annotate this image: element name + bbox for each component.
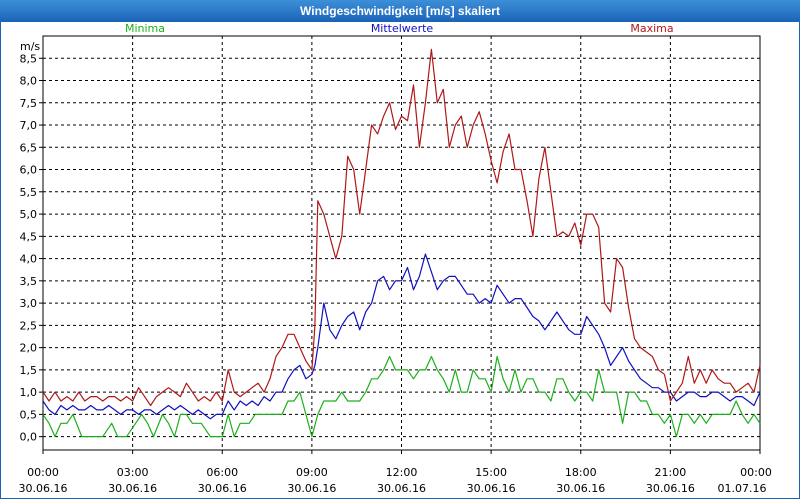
y-tick-label: 8,5 bbox=[20, 52, 38, 65]
x-tick-time: 06:00 bbox=[206, 466, 238, 479]
window-title-bar: Windgeschwindigkeit [m/s] skaliert bbox=[0, 0, 800, 22]
y-tick-label: 5,0 bbox=[20, 208, 38, 221]
x-tick-time: 09:00 bbox=[296, 466, 328, 479]
y-axis-label: m/s bbox=[20, 40, 40, 53]
y-tick-label: 2,0 bbox=[20, 342, 38, 355]
y-tick-label: 3,0 bbox=[20, 297, 38, 310]
chart-title: Windgeschwindigkeit [m/s] skaliert bbox=[300, 4, 500, 18]
x-tick-date: 30.06.16 bbox=[556, 482, 605, 495]
x-tick-time: 00:00 bbox=[27, 466, 59, 479]
y-tick-label: 3,5 bbox=[20, 275, 38, 288]
x-tick-time: 12:00 bbox=[386, 466, 418, 479]
y-tick-label: 6,5 bbox=[20, 141, 38, 154]
x-tick-time: 03:00 bbox=[117, 466, 149, 479]
y-tick-label: 4,5 bbox=[20, 230, 38, 243]
x-tick-date: 30.06.16 bbox=[19, 482, 68, 495]
x-tick-date: 30.06.16 bbox=[108, 482, 157, 495]
y-tick-label: 1,0 bbox=[20, 386, 38, 399]
x-tick-date: 30.06.16 bbox=[646, 482, 695, 495]
y-axis: 0,0 0,5 1,0 1,5 2,0 2,5 3,0 3,5 4,0 4,5 5,0 5,5 6,0 6… bbox=[20, 52, 43, 444]
series-line-mittelwerte bbox=[42, 253, 761, 420]
series-lines bbox=[42, 48, 761, 438]
legend: Minima Mittelwerte Maxima bbox=[125, 22, 674, 35]
x-tick-date: 30.06.16 bbox=[198, 482, 247, 495]
y-tick-label: 7,5 bbox=[20, 97, 38, 110]
x-tick-date: 30.06.16 bbox=[287, 482, 336, 495]
x-tick-date: 30.06.16 bbox=[377, 482, 426, 495]
x-tick-time: 18:00 bbox=[565, 466, 597, 479]
y-tick-label: 0,0 bbox=[20, 431, 38, 444]
y-tick-label: 5,5 bbox=[20, 186, 38, 199]
x-tick-time: 15:00 bbox=[475, 466, 507, 479]
x-axis: 00:00 30.06.16 03:00 30.06.16 06:00 30.06.16 0… bbox=[19, 450, 772, 495]
y-tick-label: 4,0 bbox=[20, 253, 38, 266]
y-tick-label: 8,0 bbox=[20, 75, 38, 88]
series-line-maxima bbox=[42, 48, 761, 407]
x-tick-time: 21:00 bbox=[655, 466, 687, 479]
y-tick-label: 1,5 bbox=[20, 364, 38, 377]
legend-minima: Minima bbox=[125, 22, 165, 35]
series-line-minima bbox=[42, 355, 761, 438]
grid-lines bbox=[43, 36, 760, 450]
legend-mittelwerte: Mittelwerte bbox=[371, 22, 434, 35]
x-tick-time: 00:00 bbox=[740, 466, 772, 479]
y-tick-label: 2,5 bbox=[20, 319, 38, 332]
wind-speed-chart: 0,0 0,5 1,0 1,5 2,0 2,5 3,0 3,5 4,0 4,5 5,0 5,5 6,0 6… bbox=[19, 22, 772, 495]
x-tick-date: 30.06.16 bbox=[467, 482, 516, 495]
legend-maxima: Maxima bbox=[630, 22, 673, 35]
x-tick-date: 01.07.16 bbox=[718, 482, 767, 495]
y-tick-label: 7,0 bbox=[20, 119, 38, 132]
y-tick-label: 6,0 bbox=[20, 164, 38, 177]
y-tick-label: 0,5 bbox=[20, 408, 38, 421]
